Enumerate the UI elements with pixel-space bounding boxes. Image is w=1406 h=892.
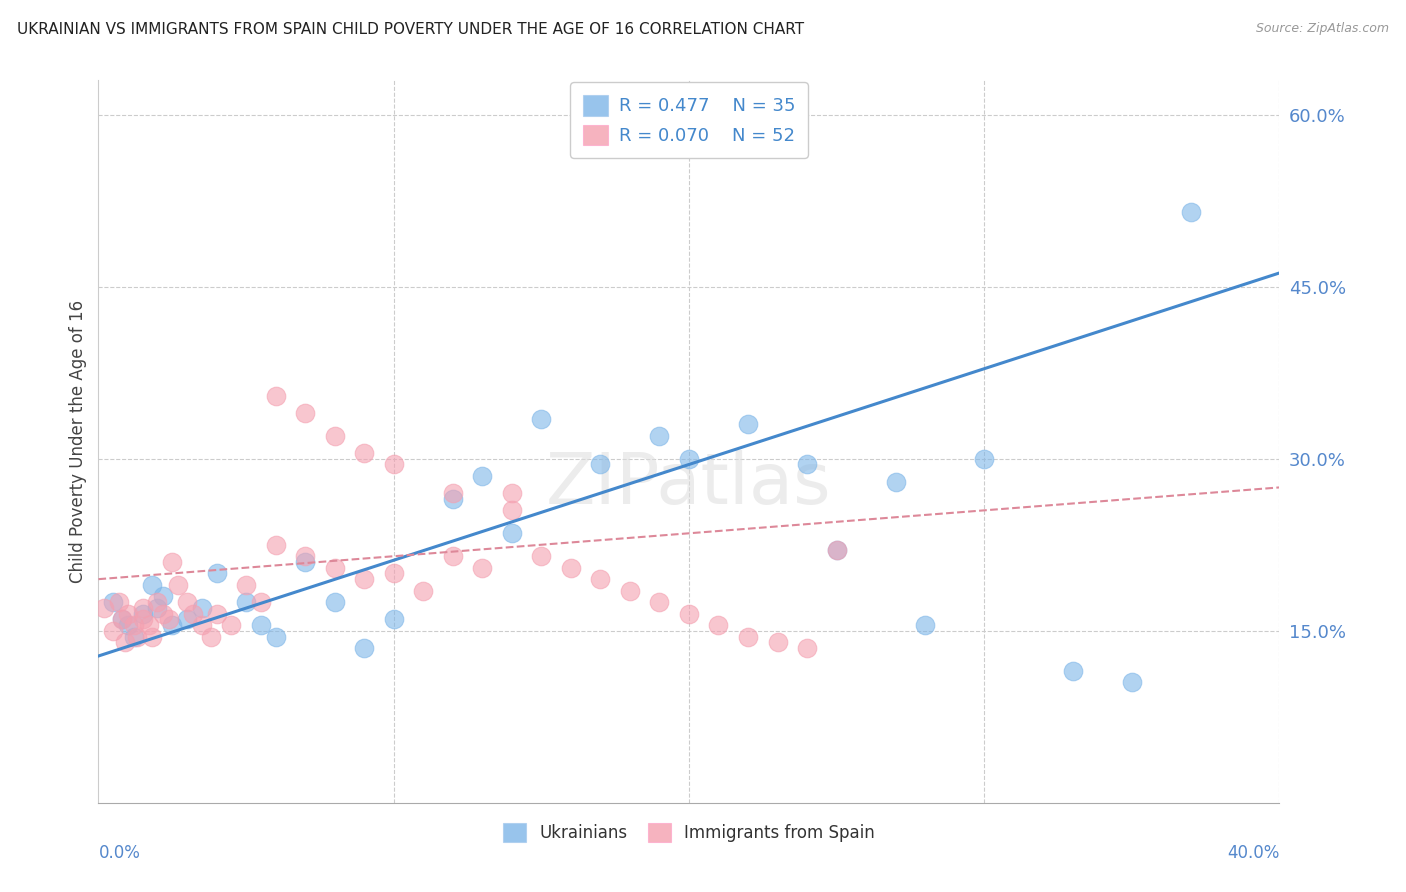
Point [1121, 675, 1143, 690]
Point [914, 618, 936, 632]
Point [1180, 205, 1202, 219]
Point [111, 612, 134, 626]
Point [103, 624, 125, 638]
Point [678, 607, 700, 621]
Point [294, 406, 316, 420]
Point [471, 560, 494, 574]
Point [884, 475, 907, 489]
Point [117, 607, 139, 621]
Point [441, 549, 464, 564]
Point [294, 549, 316, 564]
Point [235, 595, 257, 609]
Point [648, 429, 671, 443]
Point [122, 630, 145, 644]
Point [162, 618, 183, 632]
Point [152, 590, 174, 604]
Point [619, 583, 641, 598]
Point [264, 389, 287, 403]
Point [167, 578, 190, 592]
Point [589, 572, 612, 586]
Point [205, 607, 228, 621]
Point [382, 566, 405, 581]
Point [353, 446, 375, 460]
Point [141, 578, 163, 592]
Point [323, 595, 346, 609]
Point [973, 451, 995, 466]
Text: 40.0%: 40.0% [1227, 845, 1279, 863]
Point [176, 595, 198, 609]
Point [146, 600, 169, 615]
Point [93, 600, 115, 615]
Point [589, 458, 612, 472]
Point [737, 417, 759, 432]
Text: UKRAINIAN VS IMMIGRANTS FROM SPAIN CHILD POVERTY UNDER THE AGE OF 16 CORRELATION: UKRAINIAN VS IMMIGRANTS FROM SPAIN CHILD… [17, 22, 804, 37]
Point [825, 543, 848, 558]
Point [678, 451, 700, 466]
Point [501, 503, 523, 517]
Point [141, 630, 163, 644]
Point [125, 630, 148, 644]
Text: 0.0%: 0.0% [98, 845, 141, 863]
Point [132, 612, 155, 626]
Point [648, 595, 671, 609]
Point [441, 486, 464, 500]
Point [108, 595, 131, 609]
Point [191, 618, 214, 632]
Point [117, 618, 139, 632]
Y-axis label: Child Poverty Under the Age of 16: Child Poverty Under the Age of 16 [69, 300, 87, 583]
Point [250, 595, 273, 609]
Point [323, 429, 346, 443]
Point [530, 549, 553, 564]
Point [737, 630, 759, 644]
Point [766, 635, 789, 649]
Point [146, 595, 169, 609]
Point [152, 607, 174, 621]
Point [530, 411, 553, 425]
Point [138, 618, 160, 632]
Point [294, 555, 316, 569]
Point [162, 555, 183, 569]
Point [122, 618, 145, 632]
Point [1062, 664, 1084, 678]
Point [103, 595, 125, 609]
Point [560, 560, 582, 574]
Point [412, 583, 434, 598]
Point [176, 612, 198, 626]
Point [501, 486, 523, 500]
Point [353, 572, 375, 586]
Point [200, 630, 222, 644]
Point [501, 526, 523, 541]
Point [132, 607, 155, 621]
Point [235, 578, 257, 592]
Point [825, 543, 848, 558]
Point [205, 566, 228, 581]
Point [221, 618, 243, 632]
Point [132, 600, 155, 615]
Point [796, 458, 818, 472]
Point [264, 630, 287, 644]
Point [264, 538, 287, 552]
Point [796, 640, 818, 655]
Point [707, 618, 730, 632]
Point [382, 612, 405, 626]
Point [441, 491, 464, 506]
Point [382, 458, 405, 472]
Point [353, 640, 375, 655]
Point [157, 612, 180, 626]
Point [111, 612, 134, 626]
Point [191, 600, 214, 615]
Point [250, 618, 273, 632]
Point [471, 469, 494, 483]
Point [114, 635, 136, 649]
Point [181, 607, 204, 621]
Legend: Ukrainians, Immigrants from Spain: Ukrainians, Immigrants from Spain [496, 816, 882, 848]
Text: ZIPatlas: ZIPatlas [546, 450, 832, 519]
Point [323, 560, 346, 574]
Text: Source: ZipAtlas.com: Source: ZipAtlas.com [1256, 22, 1389, 36]
